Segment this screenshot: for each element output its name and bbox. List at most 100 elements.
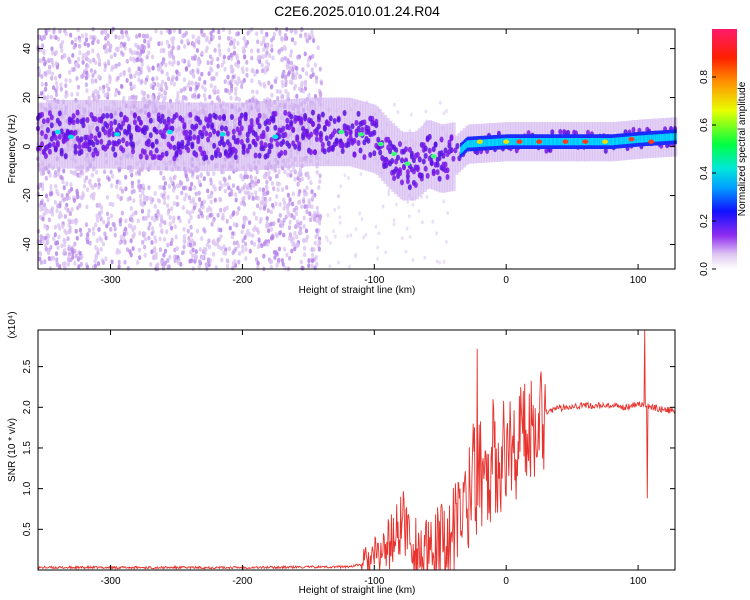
ridge-blob <box>138 153 143 160</box>
ridge-band <box>627 136 630 144</box>
ridge-band <box>576 138 578 146</box>
ridge-halo <box>151 101 155 171</box>
noise-blob <box>338 215 342 220</box>
noise-blob <box>187 236 191 241</box>
noise-blob <box>395 202 398 207</box>
noise-blob <box>408 234 412 239</box>
noise-blob <box>150 215 154 221</box>
ridge-halo <box>383 115 388 184</box>
noise-blob <box>307 263 311 269</box>
noise-blob <box>262 191 266 197</box>
ridge-halo <box>56 100 61 169</box>
ridge-blob <box>314 130 319 137</box>
ridge-band <box>659 134 661 142</box>
spectrogram-y-label: Frequency (Hz) <box>7 115 18 184</box>
noise-blob <box>58 211 62 216</box>
ridge-band <box>607 138 610 146</box>
ridge-blob <box>146 112 151 118</box>
ridge-band <box>552 138 555 146</box>
noise-blob <box>70 40 74 45</box>
ridge-blob <box>407 184 412 191</box>
noise-blob <box>299 226 303 232</box>
noise-blob <box>260 29 264 35</box>
colorbar-label: Normalized spectral amplitude <box>737 81 748 216</box>
ridge-blob <box>255 135 260 142</box>
noise-blob <box>202 199 206 205</box>
noise-blob <box>206 257 210 263</box>
noise-blob <box>97 177 101 183</box>
noise-blob <box>41 186 45 192</box>
ridge-peak <box>377 141 384 147</box>
noise-blob <box>300 80 304 86</box>
noise-blob <box>168 221 172 227</box>
colorbar: 0.00.20.40.60.8 Normalized spectral ampl… <box>699 29 748 276</box>
ridge-blob <box>237 129 242 136</box>
ridge-blob <box>105 112 110 119</box>
noise-blob <box>132 94 136 100</box>
noise-blob <box>66 236 70 242</box>
ridge-band <box>594 138 597 146</box>
ridge-blob <box>109 120 114 127</box>
ridge-blob <box>73 129 78 136</box>
noise-blob <box>261 187 266 193</box>
noise-blob <box>273 168 277 173</box>
noise-blob <box>64 78 68 83</box>
noise-blob <box>138 187 142 193</box>
ridge-blob <box>332 128 337 135</box>
noise-blob <box>111 221 115 227</box>
noise-blob <box>313 210 317 216</box>
ridge-blob <box>198 119 203 126</box>
ridge-blob <box>73 148 78 155</box>
ridge-blob <box>265 126 270 132</box>
ridge-halo <box>415 130 419 200</box>
ridge-blob <box>202 125 207 132</box>
noise-blob <box>166 203 170 209</box>
noise-blob <box>104 30 108 35</box>
noise-blob <box>316 45 320 51</box>
noise-blob <box>343 173 347 178</box>
ridge-peak <box>430 154 437 159</box>
chart-title: C2E6.2025.010.01.24.R04 <box>274 3 440 19</box>
noise-blob <box>129 86 133 91</box>
noise-blob <box>241 224 245 230</box>
noise-blob <box>62 197 67 202</box>
noise-blob <box>165 85 169 91</box>
noise-blob <box>81 193 85 198</box>
noise-blob <box>117 264 121 270</box>
noise-blob <box>248 28 252 34</box>
noise-blob <box>182 77 186 83</box>
ridge-band <box>510 138 512 146</box>
noise-blob <box>256 48 260 54</box>
noise-blob <box>159 30 163 36</box>
noise-blob <box>287 71 291 77</box>
noise-blob <box>42 202 47 208</box>
noise-blob <box>62 185 66 191</box>
noise-blob <box>313 62 317 68</box>
noise-blob <box>271 35 275 41</box>
ridge-halo <box>241 102 245 172</box>
noise-blob <box>80 33 85 39</box>
noise-blob <box>336 194 340 199</box>
noise-blob <box>244 247 248 252</box>
noise-blob <box>179 88 183 94</box>
ridge-band <box>672 133 675 141</box>
noise-blob <box>106 92 110 97</box>
ridge-blob <box>95 126 100 132</box>
noise-blob <box>150 94 154 100</box>
noise-blob <box>120 29 124 35</box>
noise-blob <box>154 213 158 219</box>
ridge-blob <box>449 147 454 154</box>
noise-blob <box>243 54 247 60</box>
noise-blob <box>50 71 55 77</box>
noise-blob <box>107 176 111 182</box>
noise-blob <box>95 203 99 208</box>
noise-blob <box>262 253 266 259</box>
noise-blob <box>104 235 108 241</box>
ridge-blob <box>603 147 608 154</box>
ridge-blob <box>59 147 64 154</box>
ridge-blob <box>267 148 272 155</box>
noise-blob <box>325 235 328 240</box>
ridge-blob <box>283 149 288 156</box>
noise-blob <box>86 187 90 193</box>
ridge-halo <box>293 98 298 168</box>
